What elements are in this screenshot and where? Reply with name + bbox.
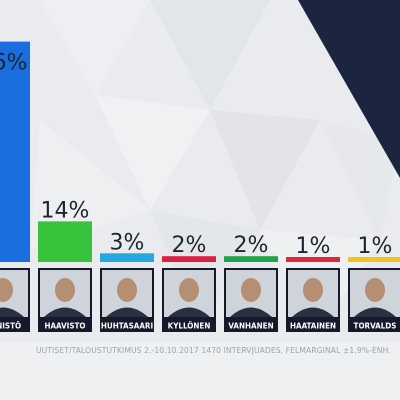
portrait-head bbox=[179, 278, 199, 302]
source-note: UUTISET/TALOUSTUTKIMUS 2.-10.10.2017 147… bbox=[36, 346, 391, 355]
portrait-head bbox=[303, 278, 323, 302]
candidate-card-niinisto: NIINISTÖ bbox=[0, 268, 30, 332]
value-label-niinisto: 76% bbox=[0, 51, 27, 76]
portrait-shoulders bbox=[354, 307, 396, 317]
value-labels-group: 76% 14% 3% 2% 2% 1% 1% bbox=[0, 51, 392, 259]
navy-corner-shape bbox=[298, 0, 400, 178]
candidate-cards-group: NIINISTÖ HAAVISTO HUHTASAARI KYLLÖNEN VANHAN… bbox=[0, 268, 400, 332]
portrait-head bbox=[0, 278, 13, 302]
bar-haavisto bbox=[38, 221, 92, 262]
name-bar bbox=[286, 319, 340, 332]
bars-group bbox=[0, 41, 400, 262]
value-label-haavisto: 14% bbox=[41, 198, 90, 223]
value-label-huhtasaari: 3% bbox=[110, 230, 145, 255]
name-bar bbox=[348, 319, 400, 332]
bar-kyllonen bbox=[162, 256, 216, 262]
value-label-haatainen: 1% bbox=[296, 234, 331, 259]
candidate-card-torvalds: TORVALDS bbox=[348, 268, 400, 332]
value-label-torvalds: 1% bbox=[358, 234, 393, 259]
candidate-card-kyllonen: KYLLÖNEN bbox=[162, 268, 216, 332]
bar-niinisto bbox=[0, 41, 30, 262]
portrait-shoulders bbox=[230, 307, 272, 317]
name-bar bbox=[100, 319, 154, 332]
candidate-name-vanhanen: VANHANEN bbox=[228, 322, 273, 331]
portrait-shoulders bbox=[0, 307, 24, 317]
bar-vanhanen bbox=[224, 256, 278, 262]
name-bar bbox=[0, 319, 30, 332]
candidate-card-huhtasaari: HUHTASAARI bbox=[100, 268, 154, 332]
portrait-shoulders bbox=[106, 307, 148, 317]
candidate-name-niinisto: NIINISTÖ bbox=[0, 321, 21, 331]
name-bar bbox=[38, 319, 92, 332]
portrait-head bbox=[55, 278, 75, 302]
portrait-shoulders bbox=[292, 307, 334, 317]
candidate-name-kyllonen: KYLLÖNEN bbox=[168, 321, 211, 331]
candidate-card-haatainen: HAATAINEN bbox=[286, 268, 340, 332]
portrait-head bbox=[117, 278, 137, 302]
source-strip bbox=[0, 342, 400, 400]
name-bar bbox=[162, 319, 216, 332]
name-bar bbox=[224, 319, 278, 332]
portrait-shoulders bbox=[168, 307, 210, 317]
value-label-kyllonen: 2% bbox=[172, 233, 207, 258]
portrait-head bbox=[365, 278, 385, 302]
value-label-vanhanen: 2% bbox=[234, 233, 269, 258]
bar-torvalds bbox=[348, 257, 400, 262]
candidate-card-vanhanen: VANHANEN bbox=[224, 268, 278, 332]
candidate-name-huhtasaari: HUHTASAARI bbox=[101, 322, 154, 331]
portrait-head bbox=[241, 278, 261, 302]
candidate-name-haatainen: HAATAINEN bbox=[290, 322, 336, 331]
bar-haatainen bbox=[286, 257, 340, 262]
candidate-name-haavisto: HAAVISTO bbox=[44, 322, 85, 331]
portrait-shoulders bbox=[44, 307, 86, 317]
candidate-card-haavisto: HAAVISTO bbox=[38, 268, 92, 332]
candidate-name-torvalds: TORVALDS bbox=[354, 322, 397, 331]
bar-huhtasaari bbox=[100, 253, 154, 262]
